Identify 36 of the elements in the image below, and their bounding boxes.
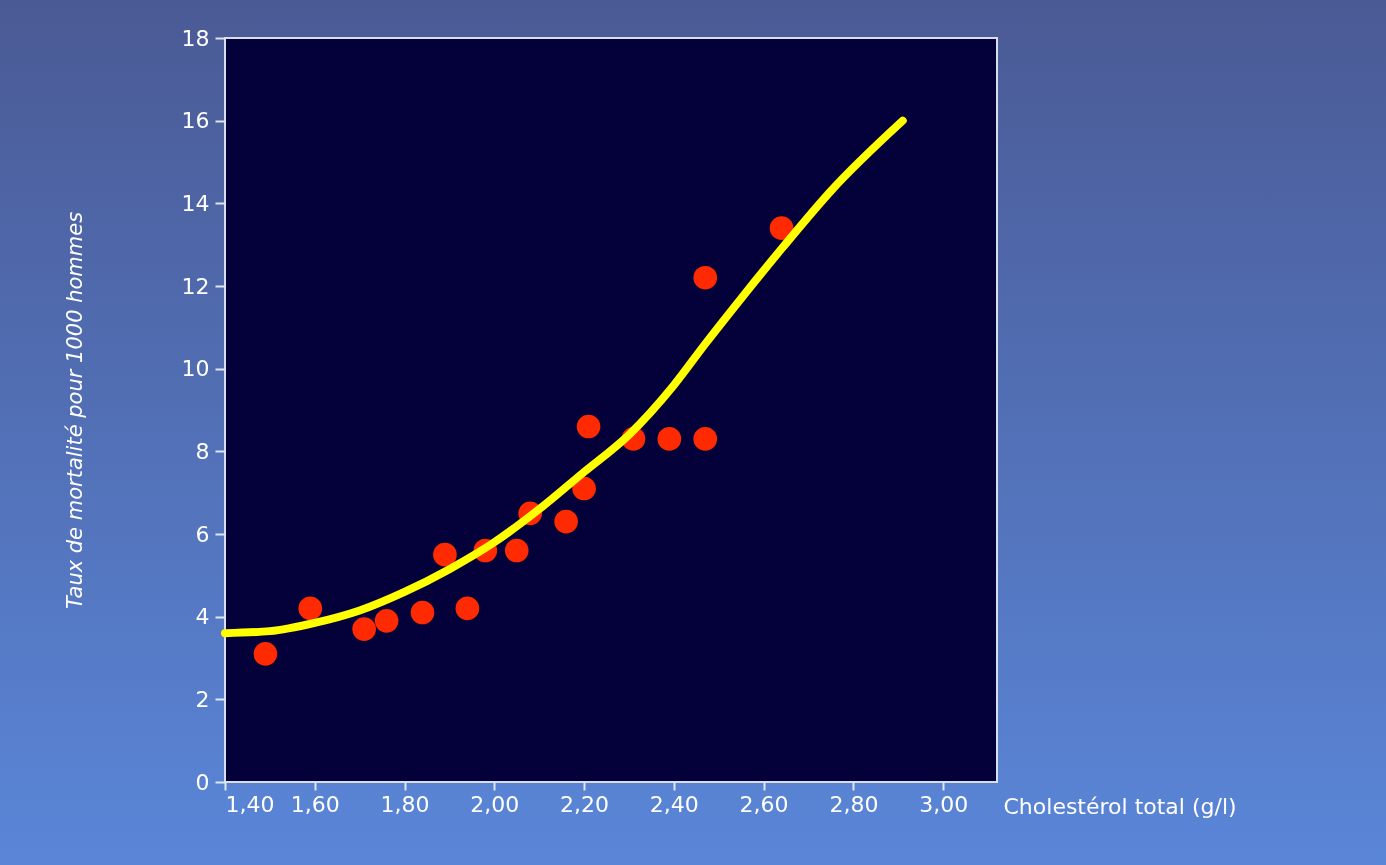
x-tick-label: 2,40 — [649, 791, 699, 817]
y-tick-label: 4 — [195, 604, 210, 630]
y-tick-label: 10 — [181, 356, 210, 382]
y-tick-label: 0 — [195, 769, 210, 795]
point — [693, 265, 718, 290]
y-tick-label: 14 — [181, 190, 210, 216]
y-axis-title: Taux de mortalité pour 1000 hommes — [62, 211, 87, 610]
point — [374, 608, 399, 633]
point — [554, 509, 578, 534]
x-axis-title: Cholestérol total (g/l) — [1003, 793, 1237, 819]
point — [504, 538, 529, 563]
x-tick-label: 2,80 — [829, 791, 879, 817]
point — [769, 216, 794, 240]
y-tick-label: 12 — [181, 273, 210, 299]
point — [455, 596, 480, 621]
x-tick-label: 2,00 — [470, 791, 520, 817]
y-tick-label: 8 — [195, 438, 210, 464]
y-tick-label: 18 — [181, 25, 210, 51]
point — [572, 476, 596, 501]
x-tick-label: 1,60 — [290, 791, 340, 817]
point — [352, 617, 376, 641]
point — [693, 427, 718, 451]
y-tick-label: 2 — [195, 686, 210, 712]
point — [433, 542, 457, 567]
point — [576, 414, 601, 439]
x-tick-label: 1,40 — [225, 791, 275, 817]
y-tick-label: 6 — [195, 521, 210, 547]
point — [298, 596, 323, 621]
y-tick-label: 16 — [181, 108, 210, 134]
x-tick-label: 3,00 — [919, 791, 969, 817]
x-tick-label: 2,20 — [560, 791, 610, 817]
point — [410, 600, 435, 625]
point — [253, 642, 278, 666]
point — [657, 427, 682, 451]
x-tick-label: 1,80 — [380, 791, 430, 817]
x-tick-label: 2,60 — [739, 791, 789, 817]
